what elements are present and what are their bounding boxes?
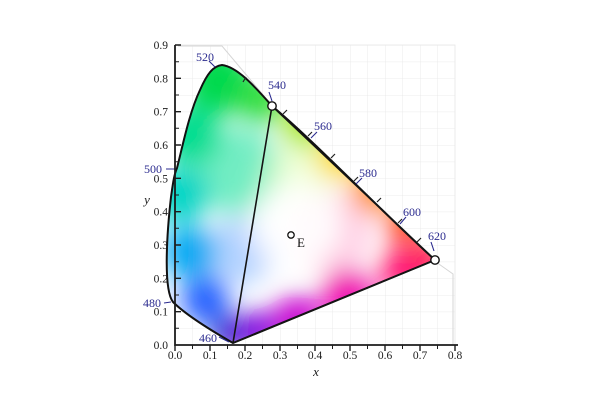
x-tick-label: 0.3	[273, 350, 288, 362]
y-tick-label: 0.9	[154, 40, 169, 52]
wavelength-label-520: 520	[196, 50, 214, 64]
wavelength-label-500: 500	[144, 162, 162, 176]
x-tick-label: 0.1	[203, 350, 218, 362]
y-tick-label: 0.7	[154, 107, 169, 119]
faint-hull-outline	[178, 45, 454, 344]
wavelength-label-480: 480	[143, 296, 161, 310]
white-point-e-label: E	[297, 235, 305, 250]
x-tick-label: 0.0	[168, 350, 183, 362]
spectral-locus-outline	[165, 64, 436, 344]
wavelength-label-600: 600	[403, 205, 421, 219]
wavelength-leader-lines	[163, 60, 435, 343]
locus-tick-marks	[242, 76, 422, 243]
x-tick-label: 0.2	[238, 350, 253, 362]
x-tick-label: 0.7	[413, 350, 428, 362]
x-major-ticks	[174, 345, 456, 351]
x-tick-label: 0.4	[308, 350, 323, 362]
x-tick-label: 0.5	[343, 350, 358, 362]
y-tick-label: 0.1	[154, 307, 169, 319]
triangle-vertex-620-marker	[430, 255, 440, 265]
x-tick-label: 0.8	[448, 350, 463, 362]
spectrum-fill	[166, 65, 435, 343]
wavelength-label-580: 580	[359, 166, 377, 180]
y-tick-label: 0.5	[154, 173, 169, 185]
wavelength-label-460: 460	[199, 331, 217, 345]
y-tick-label: 0.8	[154, 73, 169, 85]
x-minor-ticks	[192, 345, 438, 349]
y-tick-label: 0.0	[154, 340, 169, 352]
y-tick-label: 0.6	[154, 140, 169, 152]
triangle-vertex-540-marker	[267, 101, 277, 111]
wavelength-label-560: 560	[314, 119, 332, 133]
wavelength-label-620: 620	[428, 229, 446, 243]
y-tick-label: 0.2	[154, 273, 169, 285]
y-axis-title: y	[142, 192, 150, 207]
x-axis-title: x	[312, 364, 319, 379]
gamut-triangle	[232, 105, 436, 344]
y-major-ticks	[175, 44, 181, 313]
white-point-e-marker	[287, 231, 295, 239]
wavelength-label-540: 540	[268, 78, 286, 92]
y-tick-label: 0.3	[154, 240, 169, 252]
y-tick-label: 0.4	[154, 207, 169, 219]
x-tick-label: 0.6	[378, 350, 393, 362]
y-minor-ticks	[175, 61, 179, 329]
